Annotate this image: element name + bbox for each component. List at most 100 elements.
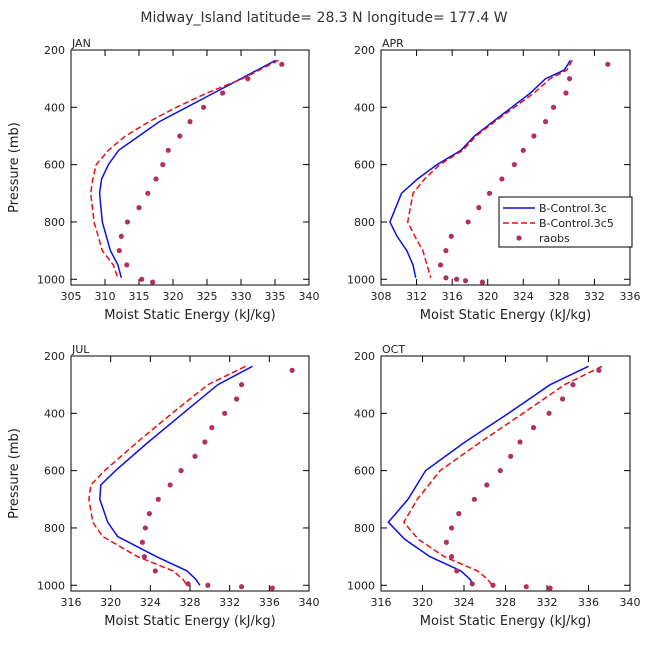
raobs-point — [511, 162, 517, 168]
x-tick-label: 324 — [140, 596, 161, 609]
raobs-point — [205, 582, 211, 588]
raobs-point — [209, 425, 215, 431]
legend-label: raobs — [539, 232, 570, 245]
raobs-point — [443, 275, 449, 281]
plot-frame — [380, 49, 631, 286]
raobs-point — [177, 133, 183, 139]
raobs-point — [563, 90, 569, 96]
raobs-point — [136, 205, 142, 211]
raobs-point — [484, 482, 490, 488]
x-tick-label: 325 — [197, 290, 218, 303]
raobs-point — [279, 61, 285, 67]
x-tick-label: 336 — [578, 596, 599, 609]
panel-jan: JAN 305 310 315 320 325 330 335 340 200 400 600 800 1… — [7, 37, 320, 323]
panel-oct: OCT 316 320 324 328 332 336 340 200 400 600 800 1000… — [347, 343, 641, 629]
x-tick-label: 324 — [513, 290, 534, 303]
plot-frame — [380, 355, 631, 592]
y-tick-label: 1000 — [347, 273, 375, 286]
figure-title: Midway_Island latitude= 28.3 N longitude… — [140, 10, 507, 26]
legend-swatch-raobs — [516, 235, 522, 241]
raobs-point — [124, 262, 130, 268]
x-tick-label: 320 — [163, 290, 184, 303]
series-control-3c5-line — [89, 59, 279, 279]
legend-label: B-Control.3c5 — [539, 217, 614, 230]
x-tick-label: 330 — [231, 290, 252, 303]
x-tick-label: 328 — [495, 596, 516, 609]
x-tick-label: 332 — [219, 596, 240, 609]
series-control-3c-line — [389, 59, 572, 278]
raobs-point — [192, 453, 198, 459]
x-tick-label: 324 — [454, 596, 475, 609]
x-tick-label: 332 — [584, 290, 605, 303]
y-tick-label: 200 — [354, 44, 375, 57]
raobs-point — [454, 568, 460, 574]
panel-title: JUL — [71, 343, 90, 356]
x-tick-label: 336 — [620, 290, 641, 303]
series-control-3c5-line — [402, 365, 603, 586]
raobs-point — [116, 248, 122, 254]
x-tick-label: 328 — [180, 596, 201, 609]
raobs-point — [547, 585, 553, 591]
raobs-point — [118, 233, 124, 239]
y-tick-label: 400 — [44, 101, 65, 114]
raobs-point — [471, 496, 477, 502]
raobs-point — [141, 554, 147, 560]
x-axis-label: Moist Static Energy (kJ/kg) — [420, 308, 591, 323]
y-tick-label: 200 — [44, 350, 65, 363]
raobs-point — [448, 233, 454, 239]
raobs-point — [456, 511, 462, 517]
raobs-point — [146, 511, 152, 517]
raobs-point — [245, 76, 251, 82]
raobs-point — [479, 279, 485, 285]
series-control-3c-line — [387, 365, 589, 586]
raobs-point — [499, 176, 505, 182]
y-tick-label: 600 — [44, 465, 65, 478]
x-axis-label: Moist Static Energy (kJ/kg) — [420, 614, 591, 629]
series-raobs — [437, 61, 611, 285]
x-tick-label: 316 — [61, 596, 82, 609]
panel-title: APR — [382, 37, 404, 50]
raobs-point — [508, 453, 514, 459]
x-tick-label: 315 — [129, 290, 150, 303]
raobs-point — [465, 219, 471, 225]
y-tick-label: 200 — [44, 44, 65, 57]
raobs-point — [546, 410, 552, 416]
y-axis-label: Pressure (mb) — [7, 428, 22, 519]
raobs-point — [139, 276, 145, 282]
raobs-point — [160, 162, 166, 168]
raobs-point — [550, 104, 557, 110]
series-raobs — [443, 367, 602, 591]
raobs-point — [520, 147, 526, 153]
raobs-point — [559, 396, 566, 402]
raobs-point — [605, 61, 611, 67]
series-raobs — [116, 61, 285, 285]
raobs-point — [289, 367, 295, 373]
raobs-point — [531, 133, 537, 139]
raobs-point — [453, 276, 460, 282]
x-tick-label: 320 — [477, 290, 498, 303]
raobs-point — [124, 219, 131, 225]
raobs-point — [234, 396, 240, 402]
y-tick-label: 800 — [44, 522, 65, 535]
raobs-point — [448, 554, 455, 560]
raobs-point — [201, 104, 207, 110]
raobs-point — [150, 279, 156, 285]
y-tick-label: 800 — [354, 522, 375, 535]
legend: B-Control.3c B-Control.3c5 raobs — [498, 196, 633, 248]
x-tick-label: 340 — [620, 596, 641, 609]
panel-title: JAN — [71, 37, 91, 50]
x-tick-label: 310 — [95, 290, 116, 303]
raobs-point — [178, 468, 184, 474]
panel-title: OCT — [382, 343, 405, 356]
raobs-point — [530, 425, 537, 431]
raobs-point — [187, 119, 193, 125]
x-tick-label: 312 — [406, 290, 427, 303]
x-tick-label: 308 — [371, 290, 392, 303]
x-axis-label: Moist Static Energy (kJ/kg) — [104, 308, 275, 323]
y-tick-label: 800 — [354, 216, 375, 229]
raobs-point — [542, 119, 549, 125]
raobs-point — [185, 581, 191, 587]
x-tick-label: 335 — [265, 290, 286, 303]
y-tick-label: 1000 — [37, 273, 65, 286]
